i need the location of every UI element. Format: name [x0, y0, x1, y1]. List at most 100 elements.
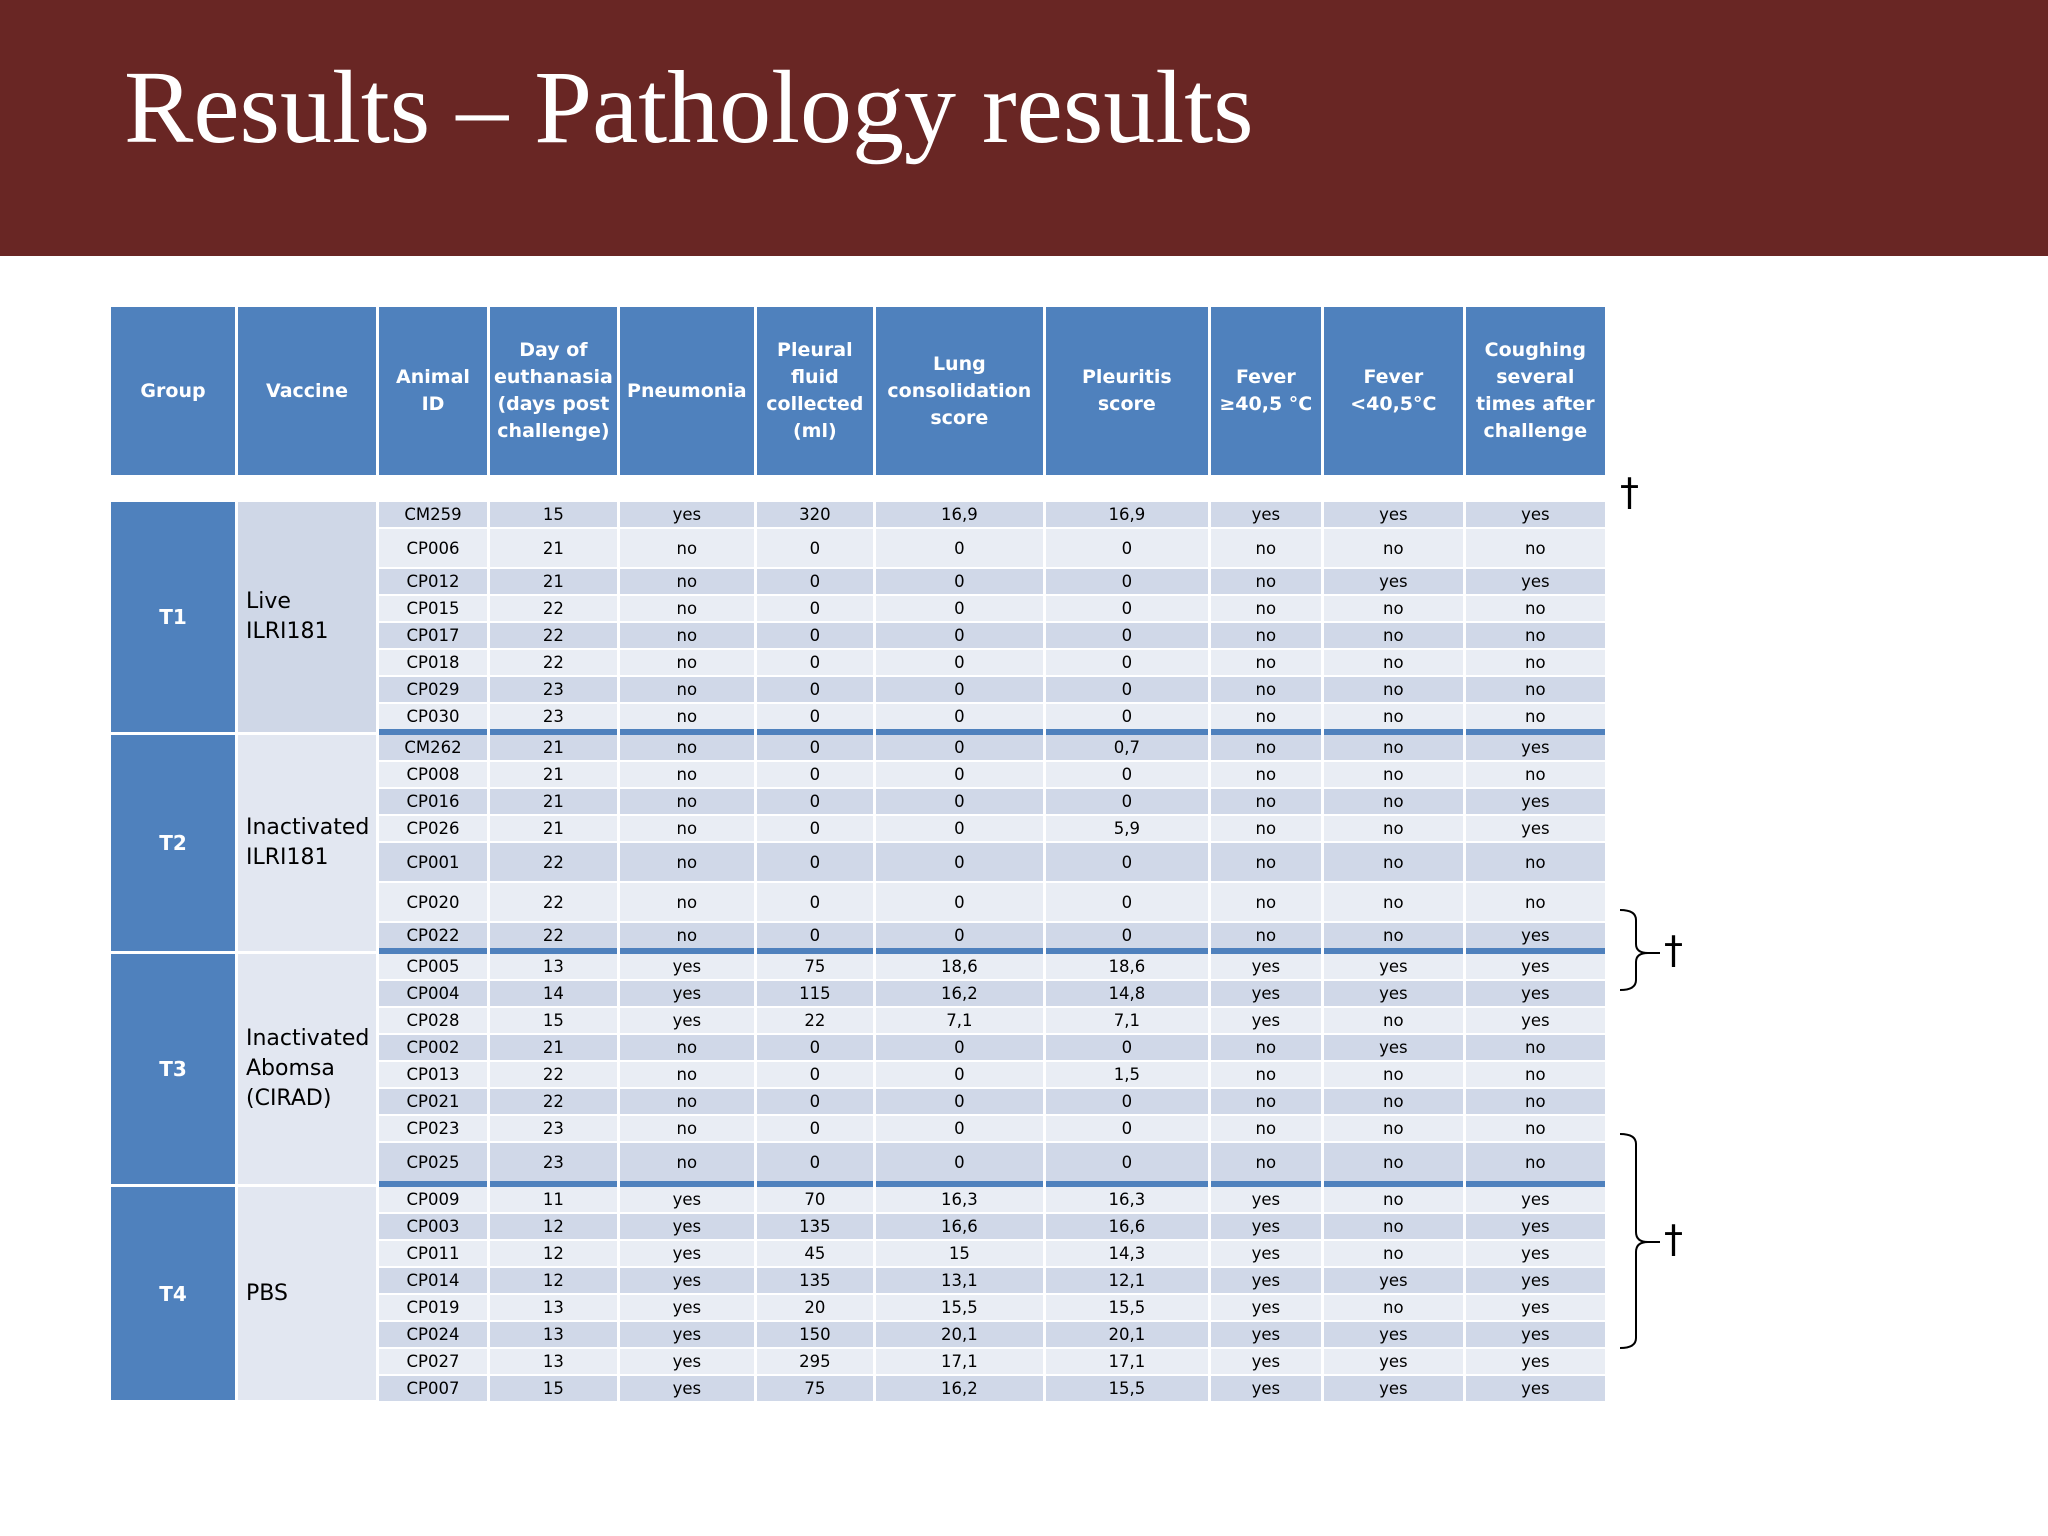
coughing-cell: no — [1465, 529, 1605, 569]
pleuritis-score-cell: 0 — [1045, 529, 1208, 569]
pneumonia-cell: yes — [619, 1214, 754, 1241]
fever-high-cell: yes — [1210, 981, 1321, 1008]
pleuritis-score-cell: 0 — [1045, 923, 1208, 954]
pleuritis-score-cell: 15,5 — [1045, 1376, 1208, 1403]
header-vaccine: Vaccine — [238, 307, 376, 475]
table-row: CP025 23 no 0 0 0 no no no — [111, 1143, 1605, 1187]
lung-score-cell: 0 — [875, 762, 1043, 789]
animal-id-cell: CP014 — [379, 1268, 487, 1295]
fever-low-cell: no — [1323, 735, 1463, 762]
fever-high-cell: no — [1210, 596, 1321, 623]
animal-id-cell: CP028 — [379, 1008, 487, 1035]
day-cell: 13 — [490, 1322, 617, 1349]
coughing-cell: no — [1465, 677, 1605, 704]
table-row: CP011 12 yes 45 15 14,3 yes no yes — [111, 1241, 1605, 1268]
pneumonia-cell: yes — [619, 502, 754, 529]
fever-low-cell: no — [1323, 843, 1463, 883]
day-cell: 21 — [490, 735, 617, 762]
pleural-fluid-cell: 0 — [756, 677, 873, 704]
pleural-fluid-cell: 70 — [756, 1187, 873, 1214]
animal-id-cell: CP017 — [379, 623, 487, 650]
pneumonia-cell: yes — [619, 1187, 754, 1214]
fever-high-cell: yes — [1210, 1241, 1321, 1268]
pleuritis-score-cell: 14,3 — [1045, 1241, 1208, 1268]
day-cell: 14 — [490, 981, 617, 1008]
pneumonia-cell: yes — [619, 1349, 754, 1376]
group-label: T1 — [111, 502, 235, 735]
animal-id-cell: CP018 — [379, 650, 487, 677]
pleural-fluid-cell: 295 — [756, 1349, 873, 1376]
pneumonia-cell: no — [619, 1035, 754, 1062]
day-cell: 23 — [490, 677, 617, 704]
fever-low-cell: no — [1323, 816, 1463, 843]
table-row: CP002 21 no 0 0 0 no yes no — [111, 1035, 1605, 1062]
pneumonia-cell: yes — [619, 1241, 754, 1268]
lung-score-cell: 0 — [875, 1062, 1043, 1089]
day-cell: 13 — [490, 1349, 617, 1376]
coughing-cell: no — [1465, 623, 1605, 650]
lung-score-cell: 16,6 — [875, 1214, 1043, 1241]
day-cell: 21 — [490, 816, 617, 843]
fever-high-cell: no — [1210, 1116, 1321, 1143]
animal-id-cell: CP008 — [379, 762, 487, 789]
pleural-fluid-cell: 75 — [756, 954, 873, 981]
day-cell: 22 — [490, 596, 617, 623]
animal-id-cell: CP005 — [379, 954, 487, 981]
pneumonia-cell: yes — [619, 1268, 754, 1295]
pleural-fluid-cell: 22 — [756, 1008, 873, 1035]
coughing-cell: yes — [1465, 816, 1605, 843]
fever-high-cell: no — [1210, 789, 1321, 816]
fever-low-cell: no — [1323, 623, 1463, 650]
pleuritis-score-cell: 16,3 — [1045, 1187, 1208, 1214]
animal-id-cell: CP002 — [379, 1035, 487, 1062]
pleural-fluid-cell: 0 — [756, 623, 873, 650]
coughing-cell: yes — [1465, 1187, 1605, 1214]
header-group: Group — [111, 307, 235, 475]
day-cell: 12 — [490, 1214, 617, 1241]
lung-score-cell: 7,1 — [875, 1008, 1043, 1035]
lung-score-cell: 0 — [875, 650, 1043, 677]
header-fever-low: Fever <40,5°C — [1323, 307, 1463, 475]
pneumonia-cell: no — [619, 704, 754, 735]
fever-low-cell: yes — [1323, 1322, 1463, 1349]
day-cell: 23 — [490, 1116, 617, 1143]
day-cell: 12 — [490, 1241, 617, 1268]
animal-id-cell: CP012 — [379, 569, 487, 596]
group-label: T3 — [111, 954, 235, 1187]
header-pneumonia: Pneumonia — [619, 307, 754, 475]
day-cell: 13 — [490, 954, 617, 981]
pleuritis-score-cell: 0 — [1045, 1089, 1208, 1116]
pleuritis-score-cell: 0 — [1045, 1143, 1208, 1187]
lung-score-cell: 0 — [875, 1143, 1043, 1187]
table-row: CP008 21 no 0 0 0 no no no — [111, 762, 1605, 789]
animal-id-cell: CP022 — [379, 923, 487, 954]
coughing-cell: yes — [1465, 1214, 1605, 1241]
coughing-cell: yes — [1465, 923, 1605, 954]
pleuritis-score-cell: 0,7 — [1045, 735, 1208, 762]
fever-low-cell: yes — [1323, 1376, 1463, 1403]
fever-low-cell: no — [1323, 596, 1463, 623]
fever-high-cell: yes — [1210, 1295, 1321, 1322]
fever-low-cell: no — [1323, 789, 1463, 816]
slide-title: Results – Pathology results — [124, 50, 1254, 165]
coughing-cell: yes — [1465, 1241, 1605, 1268]
pleural-fluid-cell: 0 — [756, 1143, 873, 1187]
lung-score-cell: 0 — [875, 596, 1043, 623]
header-animal-id: Animal ID — [379, 307, 487, 475]
day-cell: 15 — [490, 1008, 617, 1035]
pleuritis-score-cell: 0 — [1045, 623, 1208, 650]
table-row: CP024 13 yes 150 20,1 20,1 yes yes yes — [111, 1322, 1605, 1349]
fever-low-cell: no — [1323, 1062, 1463, 1089]
day-cell: 22 — [490, 650, 617, 677]
table-row: CP030 23 no 0 0 0 no no no — [111, 704, 1605, 735]
lung-score-cell: 0 — [875, 883, 1043, 923]
day-cell: 12 — [490, 1268, 617, 1295]
pneumonia-cell: yes — [619, 1376, 754, 1403]
bracket-t3 — [1619, 909, 1649, 991]
day-cell: 13 — [490, 1295, 617, 1322]
animal-id-cell: CM259 — [379, 502, 487, 529]
pneumonia-cell: no — [619, 1143, 754, 1187]
table-row: CP001 22 no 0 0 0 no no no — [111, 843, 1605, 883]
pleural-fluid-cell: 0 — [756, 569, 873, 596]
